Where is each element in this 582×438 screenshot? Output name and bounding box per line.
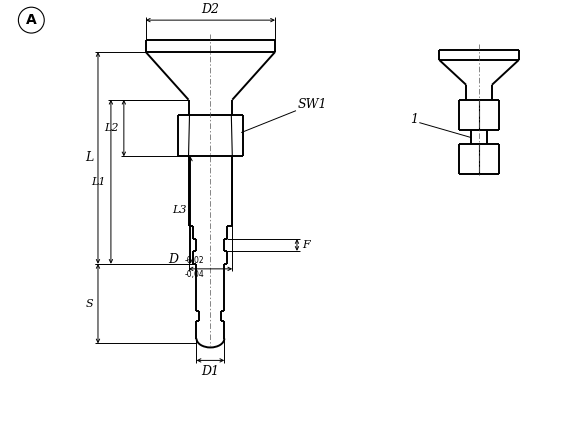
Text: L: L xyxy=(85,152,93,164)
Text: A: A xyxy=(26,13,37,27)
Text: D: D xyxy=(169,253,179,266)
Text: L3: L3 xyxy=(172,205,187,215)
Text: F: F xyxy=(302,240,310,250)
Text: L2: L2 xyxy=(104,123,119,133)
Text: 1: 1 xyxy=(410,113,418,126)
Text: S: S xyxy=(86,299,93,309)
Text: L1: L1 xyxy=(91,177,106,187)
Text: D2: D2 xyxy=(201,3,219,16)
Text: SW1: SW1 xyxy=(298,98,328,111)
Text: -0,02: -0,02 xyxy=(184,256,204,265)
Text: D1: D1 xyxy=(201,365,219,378)
Text: -0,04: -0,04 xyxy=(184,270,204,279)
